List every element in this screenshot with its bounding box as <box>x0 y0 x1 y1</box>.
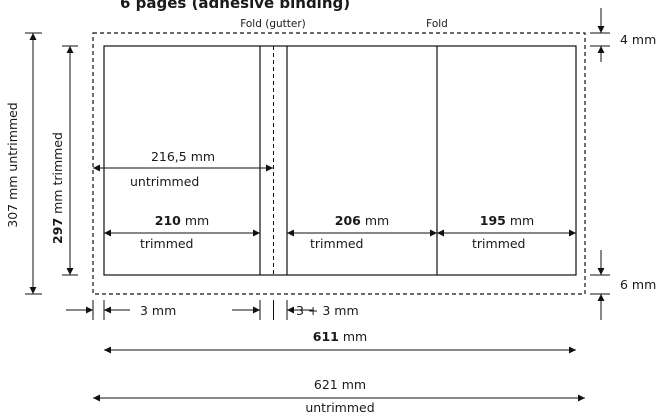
panel-value: 206 <box>335 213 361 228</box>
margin-top: 4 mm <box>620 32 656 47</box>
width-untrimmed-label: untrimmed <box>305 400 374 415</box>
title: 6 pages (adhesive binding) <box>120 0 350 12</box>
panel-unit: mm <box>185 213 209 228</box>
panel-unit: mm <box>510 213 534 228</box>
trimmed-outline <box>103 45 577 276</box>
height-trimmed: 297 mm trimmed <box>50 132 65 244</box>
margin-gutter: 3 + 3 mm <box>296 303 359 318</box>
height-trimmed-label: mm trimmed <box>50 132 65 214</box>
spread-label: untrimmed <box>130 174 199 189</box>
width-untrimmed: 621 mm <box>314 377 366 392</box>
panel-width: 195 mm <box>480 213 534 228</box>
fold-label: Fold (gutter) <box>240 18 306 30</box>
panel-unit: mm <box>365 213 389 228</box>
width-trimmed-value: 611 <box>313 329 339 344</box>
panel-value: 195 <box>480 213 506 228</box>
height-untrimmed: 307 mm untrimmed <box>5 102 20 228</box>
spread-value: 216,5 mm <box>151 149 215 164</box>
height-trimmed-value: 297 <box>50 218 65 244</box>
panel-label: trimmed <box>472 236 526 251</box>
untrimmed-outline <box>92 32 586 295</box>
margin-left: 3 mm <box>140 303 176 318</box>
panel-label: trimmed <box>310 236 364 251</box>
margin-bottom: 6 mm <box>620 277 656 292</box>
width-trimmed: 611 mm <box>313 329 367 344</box>
fold-label: Fold <box>426 18 448 30</box>
panel-width: 206 mm <box>335 213 389 228</box>
panel-width: 210 mm <box>155 213 209 228</box>
panel-value: 210 <box>155 213 181 228</box>
panel-label: trimmed <box>140 236 194 251</box>
width-trimmed-unit: mm <box>343 329 367 344</box>
